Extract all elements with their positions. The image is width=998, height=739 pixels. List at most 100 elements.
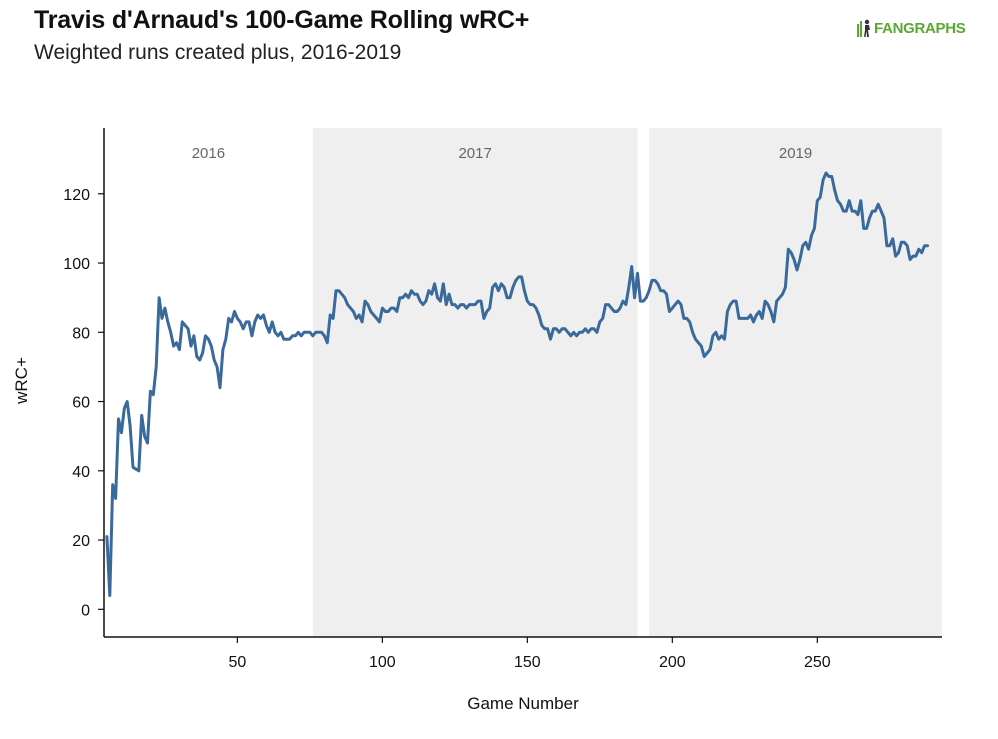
data-point	[375, 317, 378, 320]
data-point	[421, 303, 424, 306]
data-point	[218, 386, 221, 389]
data-point	[482, 317, 485, 320]
data-point	[140, 414, 143, 417]
data-point	[839, 203, 842, 206]
data-point	[323, 334, 326, 337]
y-tick-label: 20	[72, 533, 90, 550]
fangraphs-logo-icon	[857, 19, 870, 37]
data-point	[764, 300, 767, 303]
data-point	[126, 400, 129, 403]
data-point	[917, 248, 920, 251]
data-point	[192, 334, 195, 337]
data-point	[256, 313, 259, 316]
data-point	[120, 431, 123, 434]
data-point	[874, 210, 877, 213]
data-point	[358, 313, 361, 316]
data-point	[152, 393, 155, 396]
data-point	[497, 289, 500, 292]
data-point	[349, 307, 352, 310]
data-point	[877, 203, 880, 206]
data-point	[569, 334, 572, 337]
data-point	[262, 313, 265, 316]
data-point	[514, 279, 517, 282]
data-point	[825, 172, 828, 175]
data-point	[506, 296, 509, 299]
data-point	[653, 279, 656, 282]
season-bands	[312, 128, 942, 637]
y-axis-ticks: 0 20 40 60 80 100 120	[63, 187, 104, 619]
x-tick-label: 200	[659, 654, 686, 671]
data-point	[566, 331, 569, 334]
data-point	[198, 358, 201, 361]
data-point	[622, 300, 625, 303]
data-point	[714, 331, 717, 334]
data-point	[445, 303, 448, 306]
data-point	[239, 320, 242, 323]
data-point	[271, 320, 274, 323]
data-point	[442, 282, 445, 285]
x-axis-title: Game Number	[467, 694, 579, 713]
data-point	[798, 258, 801, 261]
data-point	[448, 293, 451, 296]
data-point	[247, 320, 250, 323]
data-point	[129, 424, 132, 427]
data-point	[105, 535, 108, 538]
data-point	[662, 289, 665, 292]
chart-title: Travis d'Arnaud's 100-Game Rolling wRC+	[34, 6, 530, 34]
data-point	[697, 341, 700, 344]
data-point	[479, 300, 482, 303]
data-point	[471, 303, 474, 306]
data-point	[680, 303, 683, 306]
data-point	[305, 331, 308, 334]
data-point	[584, 327, 587, 330]
data-point	[830, 175, 833, 178]
data-point	[564, 327, 567, 330]
data-point	[906, 244, 909, 247]
data-point	[250, 334, 253, 337]
data-point	[453, 303, 456, 306]
data-point	[711, 334, 714, 337]
data-point	[868, 217, 871, 220]
data-point	[822, 178, 825, 181]
data-point	[900, 241, 903, 244]
data-point	[526, 300, 529, 303]
data-point	[787, 248, 790, 251]
fangraphs-logo-text: FANGRAPHS	[874, 19, 966, 37]
y-axis-title: wRC+	[12, 357, 31, 405]
data-point	[485, 310, 488, 313]
data-point	[694, 338, 697, 341]
data-point	[665, 293, 668, 296]
data-point	[439, 300, 442, 303]
data-point	[723, 338, 726, 341]
data-point	[706, 352, 709, 355]
data-point	[651, 279, 654, 282]
data-point	[424, 300, 427, 303]
data-point	[433, 282, 436, 285]
data-point	[613, 310, 616, 313]
data-point	[790, 251, 793, 254]
data-point	[508, 296, 511, 299]
data-point	[317, 331, 320, 334]
data-point	[883, 217, 886, 220]
data-point	[595, 331, 598, 334]
data-point	[488, 307, 491, 310]
data-point	[540, 324, 543, 327]
data-point	[213, 358, 216, 361]
data-point	[404, 293, 407, 296]
data-point	[865, 227, 868, 230]
data-point	[178, 348, 181, 351]
data-point	[201, 352, 204, 355]
data-point	[172, 345, 175, 348]
data-point	[775, 300, 778, 303]
data-point	[671, 307, 674, 310]
data-point	[656, 282, 659, 285]
data-point	[149, 390, 152, 393]
data-point	[619, 307, 622, 310]
data-point	[590, 327, 593, 330]
data-point	[334, 289, 337, 292]
data-point	[227, 317, 230, 320]
data-point	[581, 331, 584, 334]
data-point	[851, 210, 854, 213]
data-point	[195, 355, 198, 358]
data-point	[726, 310, 729, 313]
